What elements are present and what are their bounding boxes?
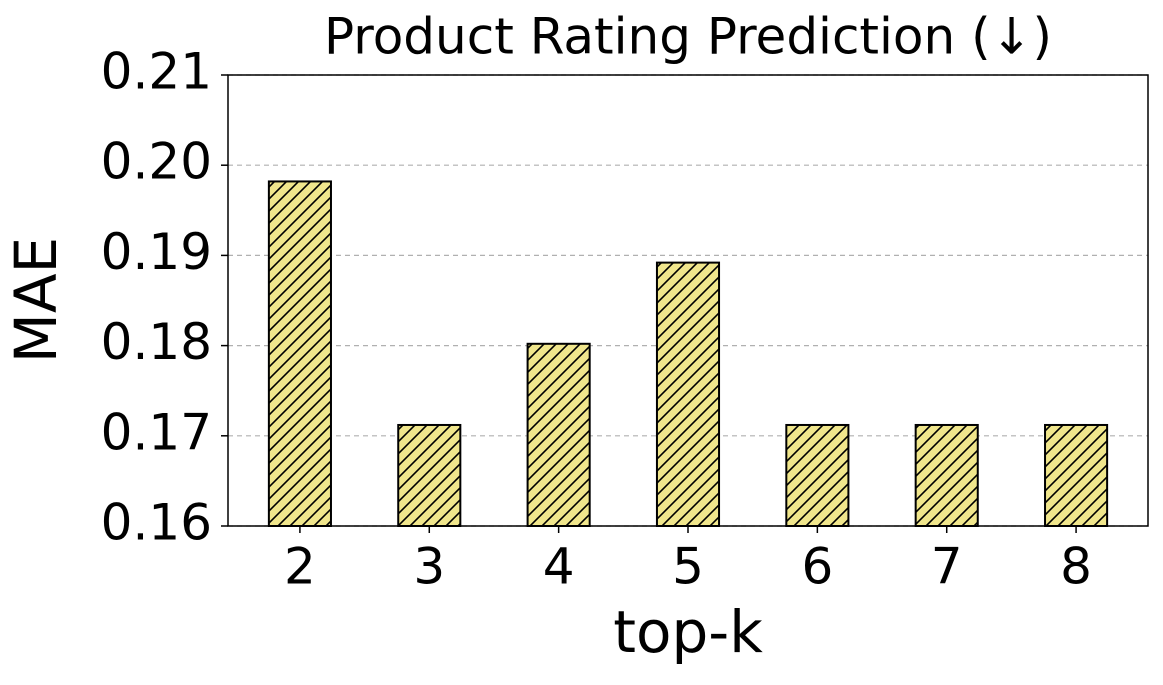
y-axis-label: MAE (2, 237, 70, 363)
y-tick-label: 0.17 (101, 403, 212, 461)
x-tick-label: 5 (672, 538, 704, 596)
y-tick-label: 0.16 (101, 494, 212, 552)
x-tick-label: 3 (413, 538, 445, 596)
x-axis-label: top-k (613, 598, 763, 666)
x-tick-label: 2 (284, 538, 316, 596)
bar (655, 261, 721, 527)
chart-title: Product Rating Prediction (↓) (324, 8, 1052, 66)
bar (526, 342, 591, 527)
y-tick-label: 0.18 (101, 313, 212, 371)
bar (397, 423, 462, 528)
bar (785, 423, 850, 528)
bar (267, 180, 332, 527)
bar (914, 423, 979, 528)
x-tick-label: 6 (801, 538, 833, 596)
x-tick-label: 7 (931, 538, 963, 596)
y-tick-label: 0.20 (101, 133, 212, 191)
x-tick-label: 8 (1060, 538, 1092, 596)
bar (1044, 423, 1109, 528)
y-tick-label: 0.21 (101, 43, 212, 101)
y-tick-label: 0.19 (101, 223, 212, 281)
x-tick-label: 4 (543, 538, 575, 596)
